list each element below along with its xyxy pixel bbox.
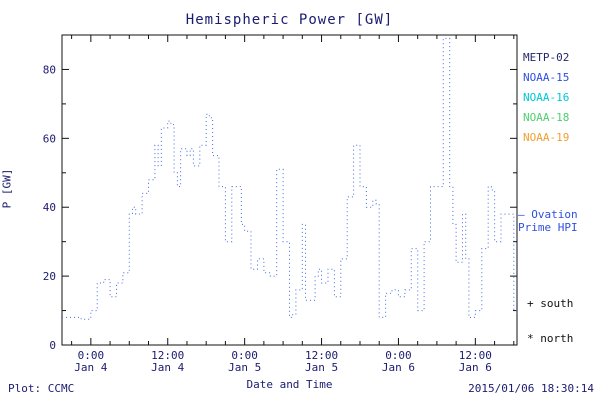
legend-item-noaa-16: NOAA-16 <box>523 91 570 104</box>
x-tick-time-label: 12:00 <box>151 349 184 362</box>
y-tick-label: 0 <box>49 339 56 352</box>
x-tick-date-label: Jan 4 <box>151 361 184 374</box>
plot-credit: Plot: CCMC <box>8 382 75 395</box>
ovation-line-marker: — <box>518 208 525 221</box>
x-tick-time-label: 0:00 <box>385 349 412 362</box>
satellite-legend: METP-02 NOAA-15 NOAA-16 NOAA-18 NOAA-19 <box>523 48 599 148</box>
chart-title: Hemispheric Power [GW] <box>185 12 394 28</box>
hpi-data-line <box>62 37 518 320</box>
legend-item-noaa-18: NOAA-18 <box>523 111 570 124</box>
x-tick-time-label: 12:00 <box>305 349 338 362</box>
legend-item-noaa-15: NOAA-15 <box>523 71 570 84</box>
y-tick-label: 40 <box>43 201 56 214</box>
timestamp: 2015/01/06 18:30:14 <box>468 382 594 395</box>
legend-item-noaa-19: NOAA-19 <box>523 131 570 144</box>
south-marker-legend: + south <box>527 297 574 310</box>
ovation-prime-hpi-label: — Ovation Prime HPI <box>518 208 598 234</box>
axes-box <box>61 34 518 346</box>
x-tick-time-label: 0:00 <box>78 349 105 362</box>
x-axis-label: Date and Time <box>246 378 333 391</box>
x-tick-date-label: Jan 5 <box>305 361 338 374</box>
y-tick-label: 80 <box>43 63 56 76</box>
x-tick-date-label: Jan 4 <box>74 361 107 374</box>
ovation-label-line2: Prime HPI <box>518 221 578 234</box>
x-tick-time-label: 12:00 <box>459 349 492 362</box>
x-tick-date-label: Jan 5 <box>228 361 261 374</box>
ovation-label-line1: Ovation <box>531 208 578 221</box>
y-tick-label: 60 <box>43 132 56 145</box>
x-tick-time-label: 0:00 <box>231 349 258 362</box>
x-tick-date-label: Jan 6 <box>459 361 492 374</box>
north-marker-legend: * north <box>527 332 574 345</box>
y-tick-label: 20 <box>43 270 56 283</box>
legend-item-metp-02: METP-02 <box>523 51 570 64</box>
x-tick-date-label: Jan 6 <box>382 361 415 374</box>
